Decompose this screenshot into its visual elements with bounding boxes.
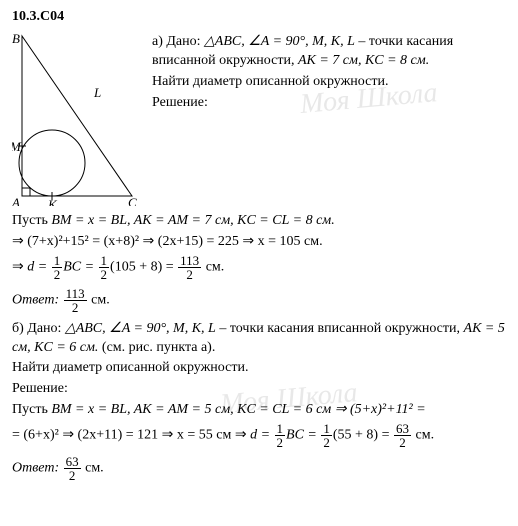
triangle-diagram: A B C K L M: [12, 31, 142, 206]
given-math: △ABC, ∠A = 90°, M, K, L: [204, 34, 355, 49]
frac: 12: [99, 254, 110, 281]
s3-arrow: ⇒: [12, 259, 27, 274]
given-text: – точки касания вписанной окружности,: [216, 321, 464, 336]
frac: 12: [52, 254, 63, 281]
svg-text:A: A: [12, 195, 20, 206]
s3-d: d =: [27, 259, 50, 274]
given-ref: (см. рис. пункта а).: [98, 340, 215, 355]
s1-prefix: Пусть: [12, 402, 51, 417]
svg-text:K: K: [47, 197, 58, 206]
find-text: Найти диаметр описанной окружности.: [12, 359, 506, 378]
svg-text:L: L: [93, 85, 101, 100]
answer-label: Ответ:: [12, 292, 59, 307]
problem-id: 10.3.C04: [12, 8, 506, 27]
given-math: △ABC, ∠A = 90°, M, K, L: [65, 321, 216, 336]
s3-bc: BC =: [63, 259, 97, 274]
svg-text:M: M: [12, 139, 22, 154]
part-a-given: а) Дано: △ABC, ∠A = 90°, M, K, L – точки…: [152, 31, 506, 206]
s3-paren: (105 + 8) =: [110, 259, 177, 274]
diagram-svg: A B C K L M: [12, 31, 142, 206]
answer-label: Ответ:: [12, 461, 59, 476]
part-b: б) Дано: △ABC, ∠A = 90°, M, K, L – точки…: [12, 320, 506, 482]
document-content: 10.3.C04 A B C K L M а) Дано: △ABC, ∠A =…: [12, 8, 506, 482]
s1-prefix: Пусть: [12, 213, 51, 228]
top-row: A B C K L M а) Дано: △ABC, ∠A = 90°, M, …: [12, 31, 506, 206]
s3-unit: см.: [202, 259, 224, 274]
s1: BM = x = BL, AK = AM = 5 см, KC = CL = 6…: [51, 402, 425, 417]
s2-d: d =: [250, 428, 273, 443]
answer-frac: 1132: [64, 287, 87, 314]
part-a-prefix: а) Дано:: [152, 34, 204, 49]
svg-text:B: B: [12, 31, 20, 46]
find-text: Найти диаметр описанной окружности.: [152, 73, 506, 92]
frac: 1132: [178, 254, 201, 281]
given-math2: AK = 7 см, KC = 8 см.: [298, 53, 429, 68]
part-a-solution: Пусть BM = x = BL, AK = AM = 7 см, KC = …: [12, 212, 506, 314]
frac: 12: [275, 422, 286, 449]
frac: 12: [321, 422, 332, 449]
answer-frac: 632: [64, 455, 81, 482]
solution-label: Решение:: [12, 380, 506, 399]
s2: ⇒ (7+x)²+15² = (x+8)² ⇒ (2x+15) = 225 ⇒ …: [12, 233, 506, 252]
svg-text:C: C: [128, 195, 137, 206]
s2-unit: см.: [412, 428, 434, 443]
solution-label: Решение:: [152, 94, 506, 113]
part-b-prefix: б) Дано:: [12, 321, 65, 336]
frac: 632: [394, 422, 411, 449]
s1: BM = x = BL, AK = AM = 7 см, KC = CL = 8…: [51, 213, 334, 228]
s2-bc: BC =: [286, 428, 320, 443]
s2-eq: = (6+x)² ⇒ (2x+11) = 121 ⇒ x = 55 см ⇒: [12, 428, 250, 443]
answer-unit: см.: [88, 292, 110, 307]
s2-paren: (55 + 8) =: [333, 428, 393, 443]
answer-unit: см.: [82, 461, 104, 476]
